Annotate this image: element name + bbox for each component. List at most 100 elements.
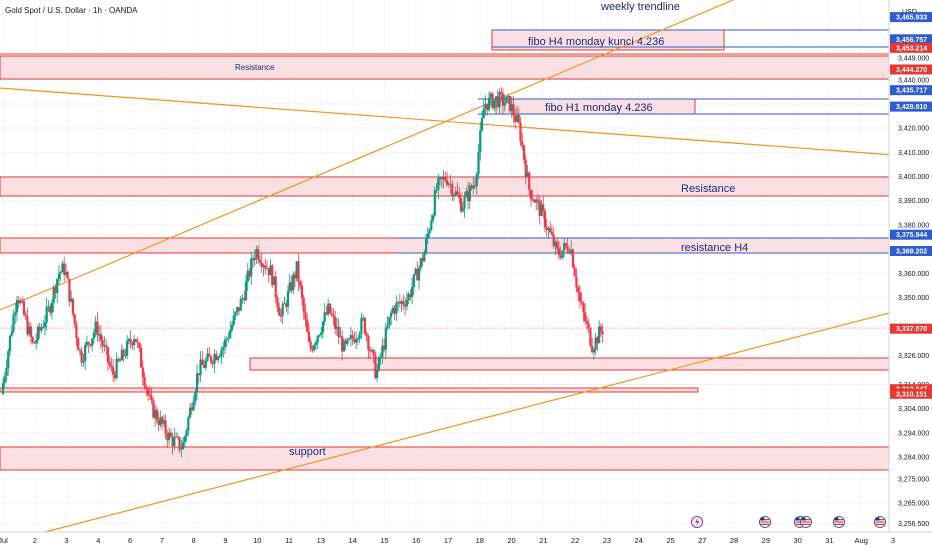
weekly-trendline-label[interactable]: weekly trendline (600, 1, 680, 13)
candle-body (112, 367, 115, 375)
candle-body (162, 420, 165, 424)
candle-body (140, 347, 143, 368)
candle-body (556, 241, 559, 249)
time-axis[interactable]: Jul 2 3 4 6 7 8 9 10 11 13 14 15 16 17 18 20 21 22 23 24 25 27… (0, 531, 932, 545)
candle-body (260, 262, 263, 267)
candle-body (540, 204, 543, 216)
price-tag[interactable] (890, 229, 932, 240)
price-tag-label: 3,428.910 (896, 104, 927, 111)
candle-body (514, 115, 517, 122)
candle-body (143, 377, 146, 387)
support-zone-upper[interactable] (0, 387, 699, 393)
candle-body (195, 373, 199, 392)
price-tag[interactable] (890, 246, 932, 257)
fibo-h4-label[interactable]: fibo H4 monday kunci 4.236 (528, 36, 664, 48)
candle-body (390, 312, 393, 317)
us-flag-icon[interactable] (874, 516, 886, 528)
resistance-top-zone[interactable] (0, 55, 890, 80)
price-tag[interactable] (890, 34, 932, 45)
candle-body (601, 331, 604, 335)
x-tick-label: Aug (855, 536, 868, 545)
x-tick-label: 3 (64, 536, 68, 545)
candle-body (599, 326, 602, 332)
candle-body (538, 200, 541, 216)
zones-layer (0, 29, 890, 471)
candle-body (524, 159, 527, 177)
lightning-icon[interactable] (691, 516, 703, 528)
candle-body (311, 348, 314, 351)
candle-body (447, 183, 450, 185)
candle-body (7, 350, 10, 368)
candles-layer (1, 86, 604, 458)
candle-body (169, 432, 172, 437)
candle-body (358, 334, 361, 339)
candle-body (92, 332, 96, 339)
candle-body (244, 281, 248, 301)
price-tag[interactable] (890, 101, 932, 112)
candle-body (155, 409, 158, 421)
candle-body (1, 383, 5, 395)
price-tag[interactable] (890, 64, 932, 75)
candle-body (437, 178, 440, 190)
candle-body (124, 355, 127, 357)
candle-body (564, 243, 568, 246)
candle-body (215, 354, 218, 360)
weekly-trendline-upper[interactable] (0, 0, 734, 311)
candle-body (50, 302, 54, 313)
candle-body (526, 172, 529, 177)
resistance-h4-label[interactable]: resistance H4 (681, 242, 748, 254)
support-label[interactable]: support (289, 446, 326, 458)
candle-body (185, 430, 188, 437)
candle-body (521, 141, 524, 146)
price-tag[interactable] (890, 12, 932, 23)
candle-body (570, 249, 573, 253)
price-tag[interactable] (890, 42, 932, 53)
candle-body (52, 287, 55, 303)
candle-body (552, 234, 555, 247)
ascending-support-trendline[interactable] (44, 311, 894, 533)
candle-body (594, 337, 597, 350)
candle-body (501, 93, 505, 106)
resistance-top-label[interactable]: Resistance (235, 63, 275, 72)
us-flag-icon[interactable] (833, 516, 845, 528)
price-tag[interactable] (890, 388, 932, 399)
candle-body (174, 436, 178, 438)
candle-body (35, 340, 38, 344)
candle-body (300, 285, 304, 298)
price-tag[interactable] (890, 85, 932, 96)
candle-body (152, 400, 155, 418)
candle-body (379, 357, 382, 359)
candle-body (376, 370, 379, 379)
candle-body (325, 312, 328, 315)
fibo-h1-label[interactable]: fibo H1 monday 4.236 (545, 102, 653, 114)
candle-body (3, 376, 6, 384)
resistance-h4-zone[interactable] (0, 237, 890, 254)
candle-body (585, 321, 589, 324)
candle-body (148, 394, 151, 397)
candle-body (56, 279, 59, 294)
candle-body (473, 185, 477, 187)
candle-body (15, 300, 19, 313)
us-flag-icon[interactable] (800, 516, 812, 528)
price-tag-label: 3,369.202 (896, 249, 927, 256)
candle-body (592, 349, 595, 353)
candle-body (339, 336, 342, 338)
support-zone[interactable] (0, 446, 890, 471)
candle-body (71, 298, 75, 315)
resistance-mid-label[interactable]: Resistance (681, 183, 735, 195)
y-tick-label: 3,380.000 (898, 222, 929, 229)
candle-body (82, 360, 85, 363)
candle-body (190, 407, 193, 411)
symbol-title[interactable]: Gold Spot / U.S. Dollar · 1h · OANDA (5, 6, 138, 15)
us-flag-icon[interactable] (759, 516, 771, 528)
price-tag[interactable] (890, 323, 932, 334)
demand-zone[interactable] (249, 357, 890, 371)
price-axis[interactable]: USD 3,256.5003,265.0003,275.0003,284.000… (888, 0, 932, 550)
x-tick-label: 30 (793, 536, 801, 545)
candle-body (119, 360, 122, 362)
descending-trendline[interactable] (0, 87, 894, 156)
candle-body (330, 313, 333, 316)
candle-body (304, 311, 307, 320)
candle-body (342, 340, 346, 352)
